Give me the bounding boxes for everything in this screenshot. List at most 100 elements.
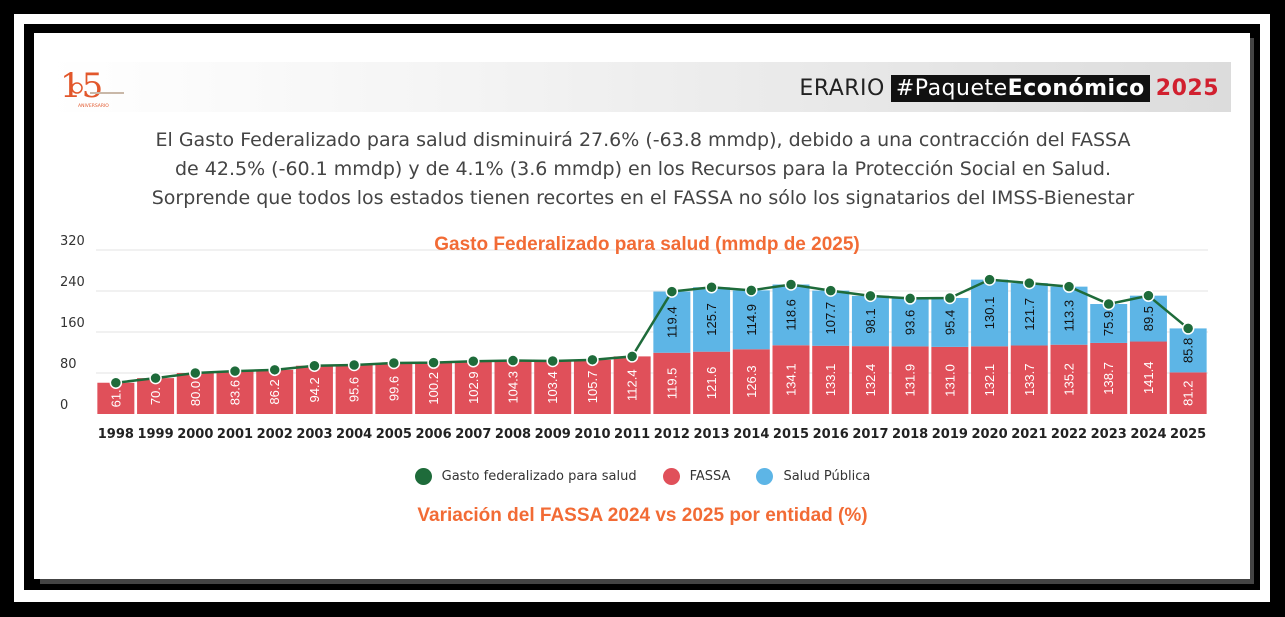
chart-title: Gasto Federalizado para salud (mmdp de 2… bbox=[434, 234, 860, 255]
bar-label-salud-publica: 75.9 bbox=[1101, 311, 1116, 336]
bar-label-fassa: 99.6 bbox=[386, 376, 401, 401]
bar-fassa bbox=[931, 346, 969, 414]
x-tick-label: 2023 bbox=[1091, 427, 1127, 442]
total-point bbox=[784, 278, 798, 291]
bar-salud-publica bbox=[653, 291, 691, 353]
total-point bbox=[625, 350, 639, 363]
total-point bbox=[1102, 297, 1115, 311]
total-point bbox=[546, 354, 559, 368]
bar-fassa bbox=[693, 351, 731, 414]
bar-label-fassa: 131.0 bbox=[942, 364, 957, 397]
total-point bbox=[109, 376, 123, 389]
x-tick-label: 2021 bbox=[1011, 427, 1047, 442]
logo-caption: ANIVERSARIO bbox=[78, 103, 109, 109]
x-tick-label: 2024 bbox=[1130, 427, 1166, 442]
bar-label-salud-publica: 118.6 bbox=[784, 299, 799, 331]
x-tick-label: 1999 bbox=[137, 427, 173, 442]
total-point bbox=[983, 273, 996, 286]
bar-label-fassa: 103.4 bbox=[545, 371, 560, 404]
x-tick-label: 2015 bbox=[773, 427, 809, 442]
bar-label-fassa: 138.7 bbox=[1101, 362, 1116, 395]
total-point bbox=[149, 371, 162, 385]
bar-fassa bbox=[375, 362, 413, 414]
legend-fassa-swatch bbox=[662, 468, 680, 485]
bar-fassa bbox=[335, 365, 373, 414]
total-point bbox=[745, 284, 758, 297]
bar-fassa bbox=[653, 352, 691, 414]
bar-salud-publica bbox=[732, 290, 770, 350]
total-point bbox=[308, 359, 321, 372]
total-point bbox=[864, 289, 877, 303]
x-tick-label: 2022 bbox=[1051, 427, 1087, 442]
bar-fassa bbox=[295, 365, 333, 414]
bar-salud-publica bbox=[772, 284, 810, 346]
bar-salud-publica bbox=[891, 298, 929, 347]
y-tick-label: 80 bbox=[60, 357, 77, 372]
bar-label-fassa: 100.2 bbox=[426, 372, 441, 405]
legend-item-fassa: FASSA bbox=[662, 468, 730, 485]
bar-label-salud-publica: 95.4 bbox=[942, 310, 957, 335]
logo-rule bbox=[90, 92, 124, 94]
total-point bbox=[705, 281, 718, 294]
x-tick-label: 2018 bbox=[892, 427, 928, 442]
bar-label-salud-publica: 107.7 bbox=[823, 302, 838, 335]
x-tick-label: 2020 bbox=[971, 427, 1007, 442]
total-point bbox=[824, 284, 837, 297]
bar-salud-publica bbox=[1010, 283, 1048, 346]
bar-label-salud-publica: 98.1 bbox=[863, 308, 878, 333]
x-tick-label: 2000 bbox=[177, 427, 213, 442]
bar-label-fassa: 95.6 bbox=[347, 377, 362, 402]
bar-fassa bbox=[1010, 345, 1048, 414]
legend-salud-publica-label: Salud Pública bbox=[783, 469, 871, 484]
bar-fassa bbox=[176, 373, 214, 414]
brand-name: ERARIO bbox=[799, 75, 885, 101]
chart-bars bbox=[97, 279, 1207, 414]
bar-label-salud-publica: 93.6 bbox=[903, 310, 918, 335]
bar-salud-publica bbox=[812, 290, 850, 346]
x-tick-label: 2009 bbox=[535, 427, 571, 442]
bar-label-salud-publica: 113.3 bbox=[1062, 300, 1077, 332]
total-point bbox=[1062, 280, 1076, 293]
total-point bbox=[347, 358, 361, 372]
x-tick-label: 1998 bbox=[98, 427, 134, 442]
bar-fassa bbox=[256, 369, 294, 414]
x-tick-label: 2003 bbox=[296, 427, 332, 442]
brand-hashtag: #PaqueteEconómico bbox=[890, 74, 1150, 102]
x-tick-label: 2002 bbox=[257, 427, 293, 442]
bar-label-fassa: 134.1 bbox=[784, 363, 799, 396]
total-point bbox=[1181, 322, 1195, 335]
bar-label-fassa: 83.6 bbox=[228, 380, 243, 405]
x-tick-label: 2012 bbox=[654, 427, 690, 442]
y-tick-label: 240 bbox=[60, 275, 85, 290]
x-tick-label: 2010 bbox=[574, 427, 610, 442]
bar-label-fassa: 81.2 bbox=[1181, 381, 1196, 406]
description-line: Sorprende que todos los estados tienen r… bbox=[151, 187, 1135, 209]
bar-label-fassa: 70. bbox=[148, 387, 163, 405]
bar-label-fassa: 133.7 bbox=[1022, 363, 1037, 396]
x-tick-label: 2004 bbox=[336, 427, 372, 442]
bar-label-fassa: 126.3 bbox=[744, 365, 759, 398]
bar-label-salud-publica: 125.7 bbox=[704, 303, 719, 336]
hashtag-bold: Económico bbox=[1007, 75, 1145, 101]
description-text: El Gasto Federalizado para salud disminu… bbox=[48, 126, 1238, 213]
bar-fassa bbox=[772, 345, 810, 414]
bar-salud-publica bbox=[1169, 328, 1207, 373]
total-line bbox=[115, 278, 1189, 384]
bar-fassa bbox=[1090, 342, 1128, 414]
bar-fassa bbox=[613, 356, 651, 414]
bar-fassa bbox=[851, 346, 889, 414]
total-point bbox=[228, 364, 242, 378]
x-tick-label: 2005 bbox=[376, 427, 412, 442]
chart-legend: Gasto federalizado para salud FASSA Salu… bbox=[0, 468, 1285, 485]
total-point bbox=[943, 291, 957, 305]
total-point bbox=[467, 355, 480, 368]
total-point bbox=[1142, 289, 1155, 302]
legend-item-total: Gasto federalizado para salud bbox=[414, 468, 637, 485]
bar-label-fassa: 102.9 bbox=[466, 371, 481, 404]
total-point bbox=[1023, 276, 1036, 290]
bar-fassa bbox=[1129, 341, 1167, 414]
bar-label-fassa: 112.4 bbox=[625, 369, 640, 401]
bar-label-salud-publica: 85.8 bbox=[1181, 338, 1196, 363]
subtitle: Variación del FASSA 2024 vs 2025 por ent… bbox=[417, 505, 868, 526]
